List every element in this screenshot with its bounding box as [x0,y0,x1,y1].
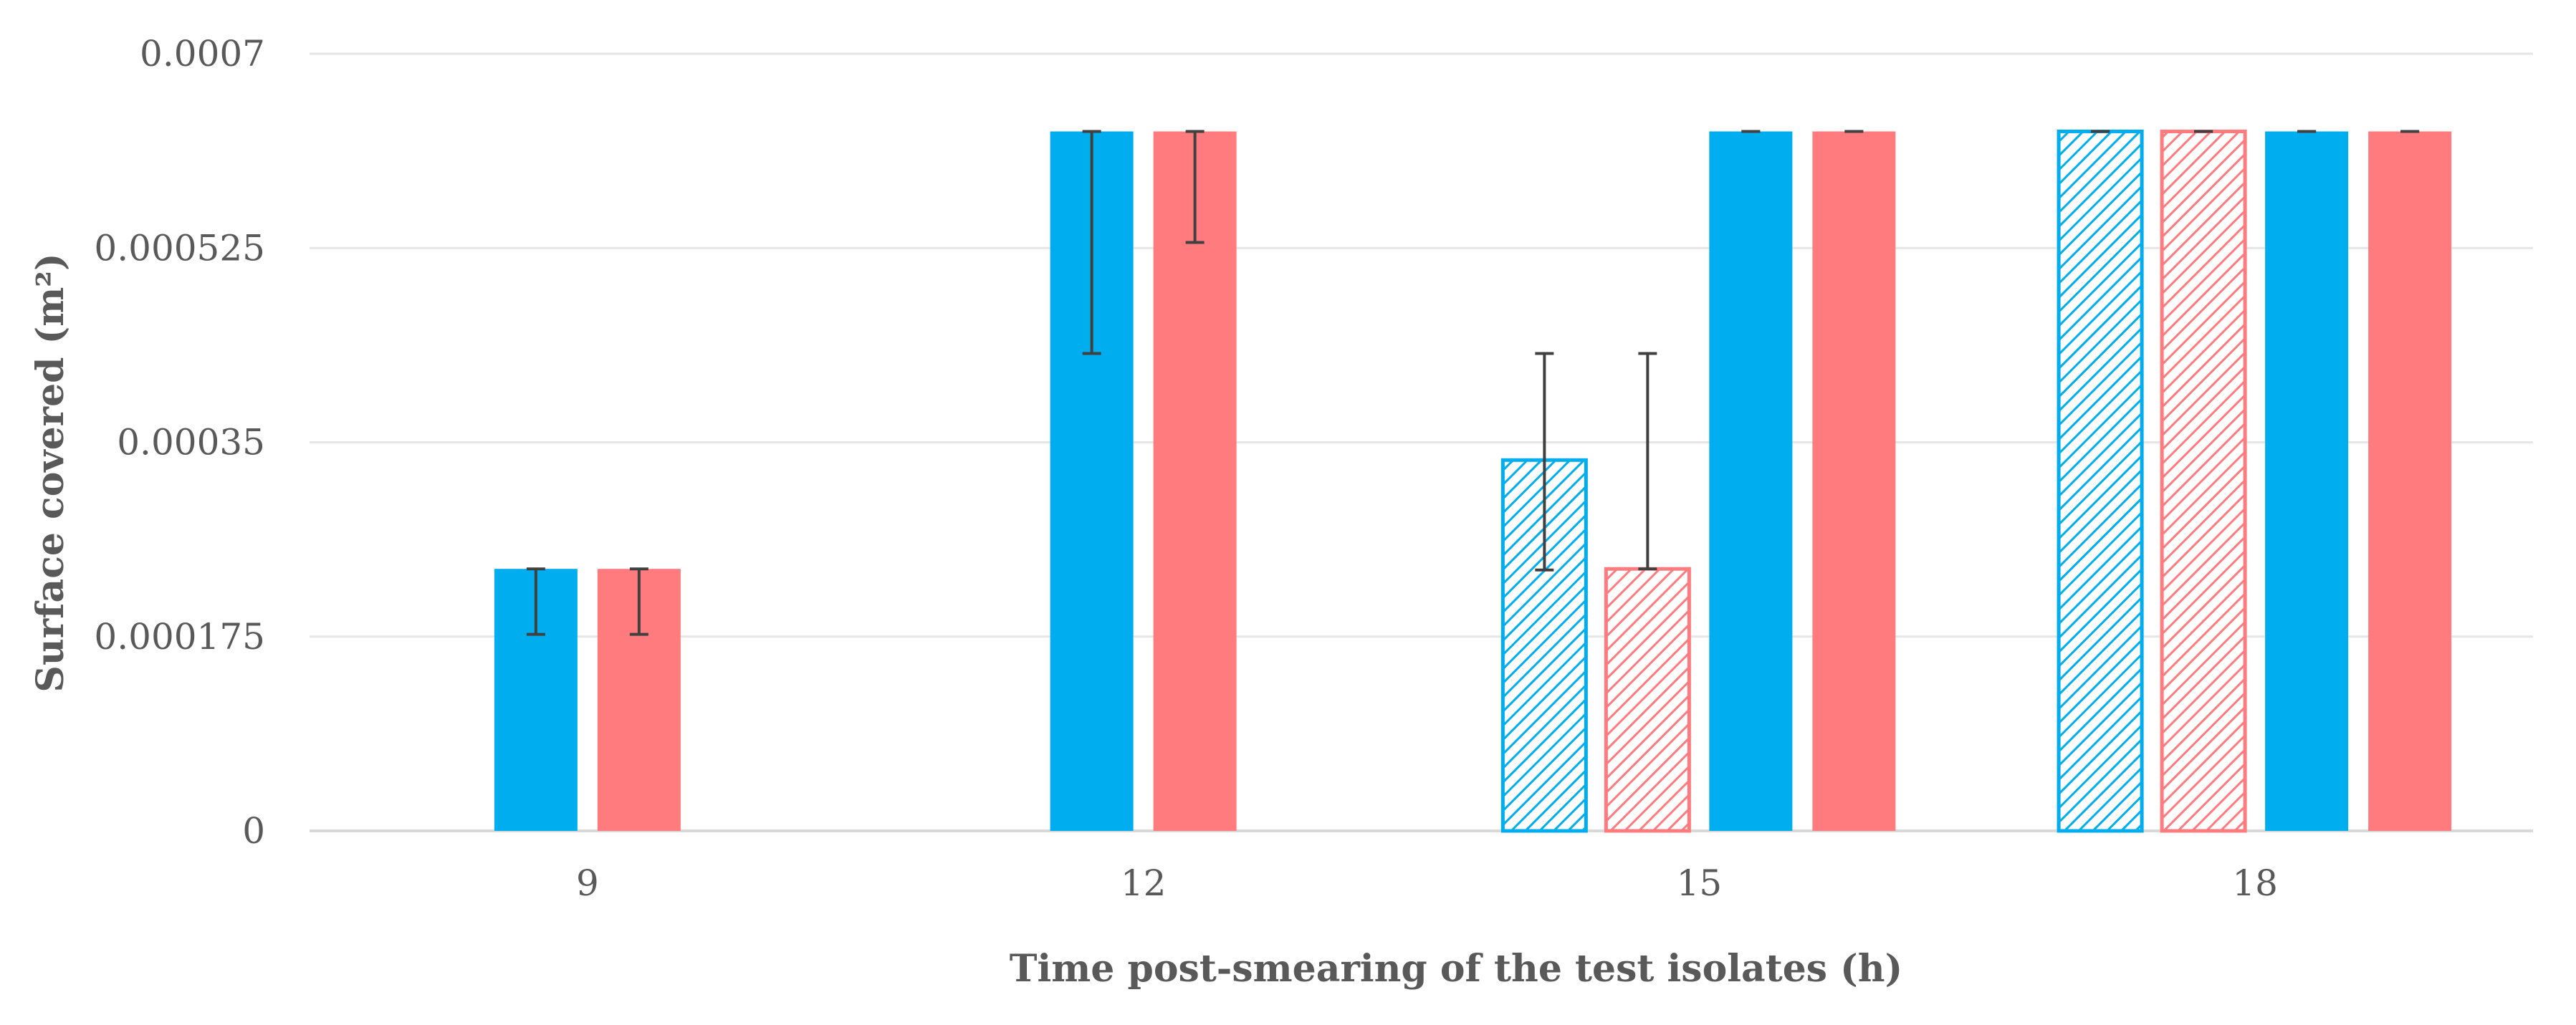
y-tick-label: 0 [242,810,265,852]
x-axis-title: Time post-smearing of the test isolates … [1010,947,1902,991]
bars [494,130,2452,833]
error-bar-9h-series-3 [526,567,545,636]
error-bar-12h-series-4 [1185,130,1205,244]
bar-15h-series-2 [1604,567,1691,833]
bar-18h-series-4 [2368,131,2452,831]
y-axis-title: Surface covered (m²) [29,253,72,692]
x-tick-label: 15 [1677,862,1723,904]
bar-15h-series-3 [1709,131,1793,831]
error-bars [526,130,2420,636]
y-tick-label: 0.00035 [117,422,265,463]
error-bar-12h-series-3 [1082,130,1101,355]
error-bar-9h-series-4 [629,567,648,636]
y-tick-label: 0.0007 [140,33,265,74]
error-bar-15h-series-1 [1535,352,1554,572]
error-bar-15h-series-2 [1638,352,1657,571]
y-tick-label: 0.000525 [94,227,265,269]
x-tick-label: 18 [2232,862,2278,904]
bar-12h-series-4 [1153,131,1237,831]
x-tick-labels: 9 12 15 18 [576,862,2278,904]
y-tick-labels: 0 0.000175 0.00035 0.000525 0.0007 [94,33,265,852]
x-tick-label: 12 [1121,862,1167,904]
x-tick-label: 9 [576,862,599,904]
y-tick-label: 0.000175 [94,616,265,658]
bar-18h-series-2 [2160,130,2247,833]
bar-18h-series-1 [2057,130,2144,833]
bar-18h-series-3 [2265,131,2349,831]
bar-15h-series-4 [1812,131,1896,831]
